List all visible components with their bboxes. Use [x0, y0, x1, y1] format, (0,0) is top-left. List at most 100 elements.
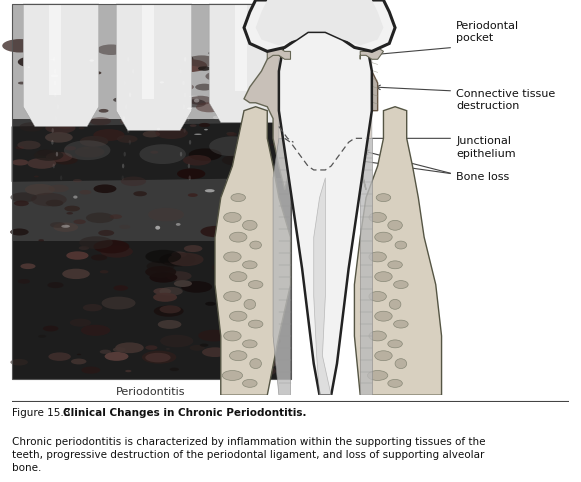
Ellipse shape [128, 140, 131, 145]
Ellipse shape [18, 56, 48, 67]
Ellipse shape [153, 293, 177, 302]
Ellipse shape [220, 293, 239, 300]
Ellipse shape [37, 150, 53, 156]
Ellipse shape [142, 100, 178, 114]
Ellipse shape [243, 340, 257, 348]
Ellipse shape [29, 109, 46, 116]
Ellipse shape [189, 175, 191, 180]
Ellipse shape [89, 59, 94, 62]
Ellipse shape [73, 196, 77, 199]
Ellipse shape [182, 80, 185, 85]
Polygon shape [290, 126, 360, 158]
Ellipse shape [80, 190, 91, 195]
Ellipse shape [45, 132, 73, 143]
Ellipse shape [258, 278, 288, 289]
Ellipse shape [71, 359, 87, 364]
Ellipse shape [43, 326, 59, 332]
Ellipse shape [171, 252, 187, 257]
Ellipse shape [264, 89, 271, 91]
Ellipse shape [156, 127, 188, 139]
Text: Chronic periodontitis is characterized by inflammation within the supporting tis: Chronic periodontitis is characterized b… [12, 437, 485, 473]
Ellipse shape [194, 134, 202, 135]
Polygon shape [360, 52, 372, 138]
Ellipse shape [205, 189, 214, 192]
Ellipse shape [238, 267, 256, 274]
Polygon shape [142, 4, 154, 99]
Ellipse shape [229, 311, 247, 321]
Ellipse shape [187, 55, 217, 67]
Ellipse shape [145, 345, 157, 350]
Polygon shape [116, 4, 192, 131]
Ellipse shape [53, 223, 78, 232]
Ellipse shape [160, 335, 193, 347]
Ellipse shape [250, 241, 261, 249]
Ellipse shape [229, 232, 247, 242]
Ellipse shape [196, 102, 223, 112]
Ellipse shape [48, 352, 71, 361]
Ellipse shape [113, 97, 125, 102]
Ellipse shape [51, 140, 53, 145]
Ellipse shape [48, 282, 63, 288]
Ellipse shape [132, 69, 134, 74]
Ellipse shape [388, 340, 403, 348]
Ellipse shape [184, 245, 202, 252]
Ellipse shape [240, 230, 266, 241]
Ellipse shape [17, 279, 30, 284]
Text: Bone loss: Bone loss [456, 172, 510, 182]
Ellipse shape [146, 261, 174, 271]
Polygon shape [12, 122, 290, 182]
Ellipse shape [187, 107, 192, 109]
Ellipse shape [78, 127, 84, 129]
Ellipse shape [124, 152, 126, 157]
Ellipse shape [223, 225, 246, 234]
Ellipse shape [122, 163, 124, 168]
Ellipse shape [157, 128, 160, 131]
Ellipse shape [64, 140, 110, 160]
Ellipse shape [368, 371, 388, 380]
Ellipse shape [261, 337, 281, 345]
Ellipse shape [159, 287, 182, 296]
Ellipse shape [97, 44, 125, 55]
Ellipse shape [75, 146, 105, 158]
Ellipse shape [168, 253, 203, 266]
Ellipse shape [190, 124, 196, 127]
Ellipse shape [248, 88, 270, 96]
Ellipse shape [153, 288, 171, 295]
Ellipse shape [45, 122, 76, 134]
Ellipse shape [73, 179, 82, 182]
Ellipse shape [227, 132, 237, 136]
Ellipse shape [250, 170, 263, 175]
Ellipse shape [127, 101, 138, 106]
Ellipse shape [70, 73, 96, 82]
Ellipse shape [24, 65, 37, 70]
Ellipse shape [53, 155, 78, 164]
Ellipse shape [29, 70, 42, 75]
Ellipse shape [145, 353, 171, 362]
Ellipse shape [208, 52, 217, 54]
Ellipse shape [174, 280, 192, 287]
Ellipse shape [115, 342, 144, 353]
Ellipse shape [10, 359, 28, 365]
Ellipse shape [188, 96, 213, 105]
Ellipse shape [184, 93, 186, 97]
Ellipse shape [142, 116, 155, 121]
Ellipse shape [242, 144, 245, 146]
Ellipse shape [223, 371, 243, 380]
Ellipse shape [100, 270, 109, 273]
Polygon shape [256, 0, 383, 45]
Ellipse shape [232, 293, 251, 301]
Ellipse shape [69, 57, 87, 64]
Ellipse shape [204, 129, 208, 131]
Ellipse shape [64, 206, 80, 212]
Text: Figure 15.3.: Figure 15.3. [12, 408, 73, 418]
Ellipse shape [91, 254, 107, 261]
Ellipse shape [27, 158, 56, 169]
Text: Periodontitis: Periodontitis [116, 388, 186, 397]
Ellipse shape [227, 226, 260, 238]
Ellipse shape [242, 169, 267, 178]
Ellipse shape [267, 215, 270, 216]
Ellipse shape [211, 263, 234, 271]
Ellipse shape [265, 87, 301, 101]
Ellipse shape [12, 160, 28, 165]
Ellipse shape [81, 325, 110, 336]
